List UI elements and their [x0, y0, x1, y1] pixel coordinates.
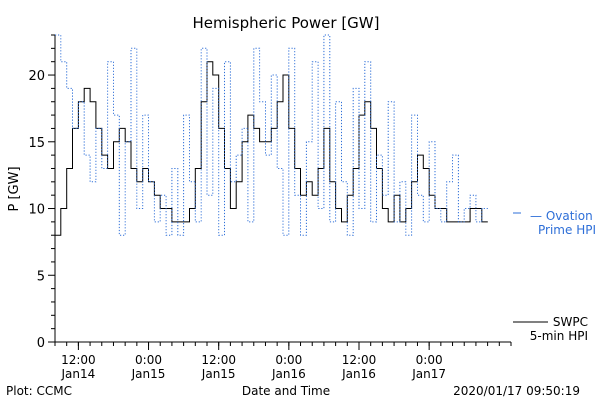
- y-tick-label: 20: [28, 69, 45, 84]
- x-tick-date-label: Jan15: [201, 367, 236, 381]
- y-tick-label: 0: [37, 336, 45, 351]
- legend-ovation-line1: — Ovation: [530, 209, 593, 223]
- x-tick-date-label: Jan17: [411, 367, 446, 381]
- y-tick-label: 5: [37, 269, 45, 284]
- y-tick-label: 10: [28, 203, 45, 218]
- x-axis-label: Date and Time: [242, 384, 330, 398]
- x-tick-time-label: 12:00: [201, 353, 236, 367]
- plot-layer: 0510152012:00Jan140:00Jan1512:00Jan150:0…: [28, 34, 596, 381]
- legend-ovation-line2: Prime HPI: [538, 223, 596, 237]
- series-line-ovation: [55, 34, 488, 236]
- legend-swpc-line2: 5-min HPI: [530, 329, 588, 343]
- x-tick-time-label: 0:00: [416, 353, 443, 367]
- y-tick-label: 15: [28, 136, 45, 151]
- x-tick-date-label: Jan15: [131, 367, 166, 381]
- x-tick-date-label: Jan16: [271, 367, 306, 381]
- x-tick-date-label: Jan16: [341, 367, 376, 381]
- footer-timestamp: 2020/01/17 09:50:19: [453, 384, 580, 398]
- x-tick-time-label: 0:00: [275, 353, 302, 367]
- x-tick-time-label: 0:00: [135, 353, 162, 367]
- chart-title: Hemispheric Power [GW]: [193, 14, 380, 32]
- y-axis-label: P [GW]: [7, 166, 22, 211]
- x-tick-date-label: Jan14: [60, 367, 95, 381]
- legend-swpc-line1: SWPC: [553, 315, 588, 329]
- x-tick-time-label: 12:00: [342, 353, 377, 367]
- footer-plot-source: Plot: CCMC: [6, 384, 72, 398]
- x-tick-time-label: 12:00: [61, 353, 96, 367]
